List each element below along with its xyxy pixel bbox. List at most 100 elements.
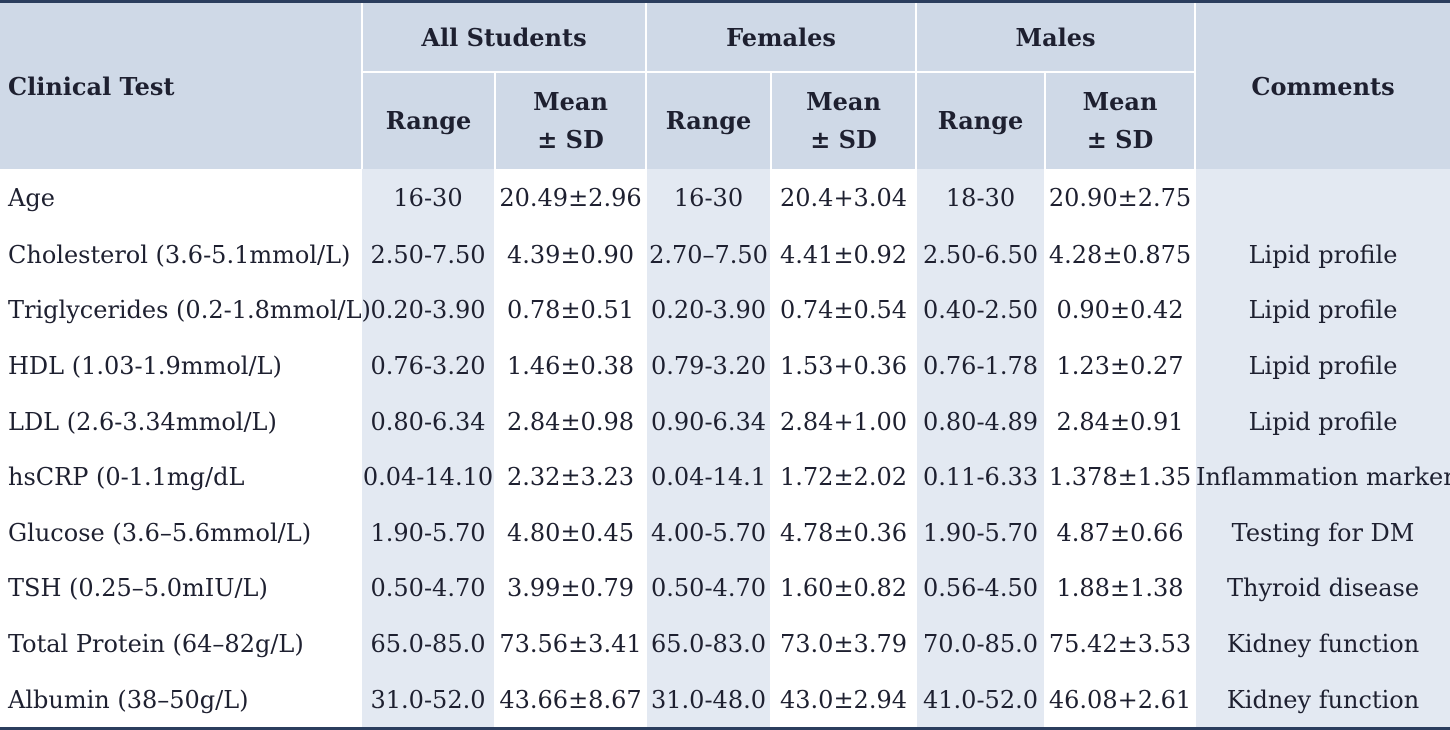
cell-female-range: 0.04-14.1: [645, 449, 771, 505]
cell-comment: Lipid profile: [1194, 393, 1450, 450]
header-mean: Mean: [1082, 87, 1158, 116]
header-sd: ± SD: [537, 125, 604, 154]
cell-clinical-test: Total Protein (64–82g/L): [0, 616, 362, 672]
table-row: HDL (1.03-1.9mmol/L) 0.76-3.20 1.46±0.38 0.…: [0, 338, 1450, 394]
table-row: Age 16-30 20.49±2.96 16-30 20.4+3.04 18-30 20.…: [0, 169, 1450, 227]
cell-female-range: 0.90-6.34: [645, 393, 771, 450]
cell-male-range: 2.50-6.50: [915, 227, 1045, 283]
table-row: TSH (0.25–5.0mIU/L) 0.50-4.70 3.99±0.79 0.5…: [0, 560, 1450, 617]
cell-female-mean: 2.84+1.00: [770, 393, 916, 450]
cell-all-mean: 0.78±0.51: [494, 282, 646, 339]
cell-all-mean: 73.56±3.41: [494, 616, 646, 672]
cell-female-range: 4.00-5.70: [645, 504, 771, 561]
cell-clinical-test: Albumin (38–50g/L): [0, 671, 362, 729]
header-mean-sd: Mean ± SD: [494, 72, 646, 169]
cell-all-mean: 43.66±8.67: [494, 671, 646, 729]
cell-all-mean: 20.49±2.96: [494, 169, 646, 227]
cell-male-range: 0.80-4.89: [915, 393, 1045, 450]
cell-all-range: 0.50-4.70: [362, 560, 495, 617]
cell-female-mean: 1.60±0.82: [770, 560, 916, 617]
cell-all-range: 0.80-6.34: [362, 393, 495, 450]
header-group-males: Males: [914, 1, 1196, 73]
cell-male-range: 18-30: [915, 169, 1045, 227]
cell-female-range: 16-30: [645, 169, 771, 227]
cell-female-range: 0.79-3.20: [645, 338, 771, 394]
table-row: LDL (2.6-3.34mmol/L) 0.80-6.34 2.84±0.98 0.…: [0, 393, 1450, 450]
cell-male-mean: 0.90±0.42: [1043, 282, 1196, 339]
cell-all-range: 16-30: [362, 169, 495, 227]
cell-all-mean: 3.99±0.79: [494, 560, 646, 617]
cell-female-mean: 1.53+0.36: [770, 338, 916, 394]
cell-clinical-test: hsCRP (0-1.1mg/dL: [0, 449, 362, 505]
header-mean-sd: Mean ± SD: [770, 72, 916, 169]
cell-male-range: 0.76-1.78: [915, 338, 1045, 394]
header-sd: ± SD: [1086, 125, 1154, 154]
cell-comment: [1194, 169, 1450, 227]
cell-female-range: 31.0-48.0: [645, 671, 771, 729]
cell-male-mean: 4.87±0.66: [1043, 504, 1196, 561]
header-comments: Comments: [1194, 1, 1450, 169]
cell-clinical-test: HDL (1.03-1.9mmol/L): [0, 338, 362, 394]
cell-clinical-test: Age: [0, 169, 362, 227]
cell-comment: Kidney function: [1194, 616, 1450, 672]
table-row: Glucose (3.6–5.6mmol/L) 1.90-5.70 4.80±0.4…: [0, 504, 1450, 561]
table-body: Age 16-30 20.49±2.96 16-30 20.4+3.04 18-30 20.…: [0, 169, 1450, 729]
table-row: Triglycerides (0.2-1.8mmol/L) 0.20-3.90 0.…: [0, 282, 1450, 339]
cell-comment: Lipid profile: [1194, 338, 1450, 394]
cell-female-mean: 4.78±0.36: [770, 504, 916, 561]
cell-all-mean: 4.39±0.90: [494, 227, 646, 283]
cell-comment: Thyroid disease: [1194, 560, 1450, 617]
cell-female-range: 0.50-4.70: [645, 560, 771, 617]
header-range: Range: [915, 72, 1045, 169]
header-mean: Mean: [533, 87, 608, 116]
header-clinical-test: Clinical Test: [0, 1, 362, 169]
cell-all-range: 65.0-85.0: [362, 616, 495, 672]
cell-comment: Inflammation marker: [1194, 449, 1450, 505]
cell-all-range: 2.50-7.50: [362, 227, 495, 283]
table-row: hsCRP (0-1.1mg/dL 0.04-14.10 2.32±3.23 0.04…: [0, 449, 1450, 505]
cell-male-range: 1.90-5.70: [915, 504, 1045, 561]
cell-comment: Kidney function: [1194, 671, 1450, 729]
cell-female-mean: 73.0±3.79: [770, 616, 916, 672]
cell-all-mean: 1.46±0.38: [494, 338, 646, 394]
header-sd: ± SD: [810, 125, 877, 154]
cell-female-mean: 4.41±0.92: [770, 227, 916, 283]
header-group-all-students: All Students: [361, 1, 646, 73]
cell-all-range: 0.20-3.90: [362, 282, 495, 339]
cell-female-mean: 1.72±2.02: [770, 449, 916, 505]
cell-male-range: 41.0-52.0: [915, 671, 1045, 729]
cell-male-mean: 1.88±1.38: [1043, 560, 1196, 617]
cell-clinical-test: LDL (2.6-3.34mmol/L): [0, 393, 362, 450]
cell-comment: Testing for DM: [1194, 504, 1450, 561]
cell-male-range: 0.56-4.50: [915, 560, 1045, 617]
table-row: Albumin (38–50g/L) 31.0-52.0 43.66±8.67 31.…: [0, 671, 1450, 729]
cell-all-mean: 2.84±0.98: [494, 393, 646, 450]
header-range: Range: [361, 72, 495, 169]
cell-male-mean: 20.90±2.75: [1043, 169, 1196, 227]
cell-all-range: 0.04-14.10: [362, 449, 495, 505]
cell-male-mean: 46.08+2.61: [1043, 671, 1196, 729]
cell-female-range: 2.70–7.50: [645, 227, 771, 283]
cell-male-range: 0.40-2.50: [915, 282, 1045, 339]
cell-male-range: 70.0-85.0: [915, 616, 1045, 672]
cell-female-range: 65.0-83.0: [645, 616, 771, 672]
cell-clinical-test: Cholesterol (3.6-5.1mmol/L): [0, 227, 362, 283]
cell-all-range: 0.76-3.20: [362, 338, 495, 394]
cell-male-mean: 1.23±0.27: [1043, 338, 1196, 394]
cell-male-mean: 4.28±0.875: [1043, 227, 1196, 283]
cell-male-mean: 75.42±3.53: [1043, 616, 1196, 672]
cell-female-mean: 0.74±0.54: [770, 282, 916, 339]
cell-comment: Lipid profile: [1194, 227, 1450, 283]
cell-all-range: 31.0-52.0: [362, 671, 495, 729]
cell-female-mean: 20.4+3.04: [770, 169, 916, 227]
cell-comment: Lipid profile: [1194, 282, 1450, 339]
header-mean-sd: Mean ± SD: [1043, 72, 1196, 169]
table-row: Cholesterol (3.6-5.1mmol/L) 2.50-7.50 4.39…: [0, 227, 1450, 283]
table-row: Total Protein (64–82g/L) 65.0-85.0 73.56±3…: [0, 616, 1450, 672]
cell-clinical-test: Triglycerides (0.2-1.8mmol/L): [0, 282, 371, 339]
header-mean: Mean: [806, 87, 881, 116]
cell-clinical-test: TSH (0.25–5.0mIU/L): [0, 560, 362, 617]
cell-male-mean: 2.84±0.91: [1043, 393, 1196, 450]
header-range: Range: [645, 72, 771, 169]
